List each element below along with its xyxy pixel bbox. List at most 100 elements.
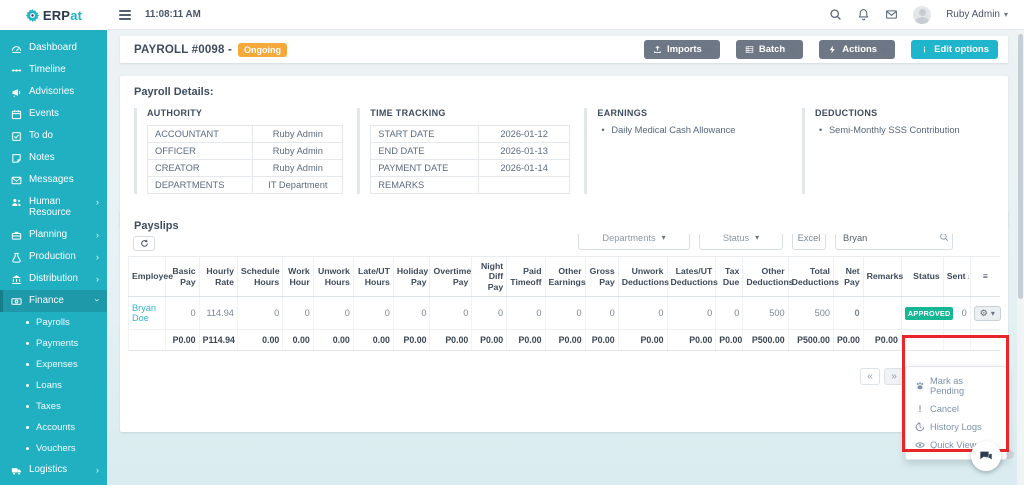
sidebar-subitem-payments[interactable]: Payments xyxy=(0,333,107,354)
sidebar-item-timeline[interactable]: Timeline xyxy=(0,59,107,81)
bell-icon[interactable] xyxy=(857,8,870,21)
time-tracking-table: START DATE 2026-01-12 END DATE 2026-01-13 … xyxy=(370,125,571,194)
subitem-label: Loans xyxy=(36,379,62,391)
sidebar-item-advisories[interactable]: Advisories xyxy=(0,81,107,103)
menu-item-quick-view[interactable]: Quick View xyxy=(906,436,1006,454)
col-header[interactable]: Unwork Hours xyxy=(312,255,354,298)
chat-icon xyxy=(980,451,992,460)
refresh-button[interactable] xyxy=(133,236,155,251)
list-item: Semi-Monthly SSS Contribution xyxy=(815,125,994,135)
sidebar-item-label: Notes xyxy=(29,152,55,163)
sidebar-subitem-taxes[interactable]: Taxes xyxy=(0,396,107,417)
sidebar-item-human-resource[interactable]: Human Resource › xyxy=(0,191,107,224)
row-actions-button[interactable]: ⚙ xyxy=(973,305,1001,321)
actions-button[interactable]: Actions xyxy=(819,40,896,59)
col-header[interactable]: Lates/UT Deductions xyxy=(666,255,718,298)
kv-value: Ruby Admin xyxy=(252,159,344,177)
col-header[interactable]: Remarks xyxy=(862,255,903,298)
search-icon xyxy=(939,234,949,242)
cell-basic-pay: 0 xyxy=(165,296,200,331)
sidebar-item-logistics[interactable]: Logistics › xyxy=(0,459,107,481)
authority-table: ACCOUNTANT Ruby Admin OFFICER Ruby Admin C… xyxy=(146,125,344,194)
cell-actions: ⚙ xyxy=(969,296,1001,331)
col-header[interactable]: Late/UT Hours xyxy=(352,255,394,298)
upload-icon xyxy=(654,45,661,54)
menu-item-history-logs[interactable]: History Logs xyxy=(906,418,1006,436)
col-header[interactable]: Total Deductions xyxy=(787,255,839,298)
avatar[interactable] xyxy=(913,5,932,24)
menu-item-mark-as-pending[interactable]: Mark as Pending xyxy=(906,372,1006,400)
chat-fab-button[interactable] xyxy=(971,441,1001,471)
user-menu[interactable]: Ruby Admin xyxy=(946,9,1008,20)
footer-cell: 0.00 xyxy=(312,329,354,352)
sidebar-subitem-payrolls[interactable]: Payrolls xyxy=(0,312,107,333)
excel-export-button[interactable]: Excel xyxy=(792,234,826,250)
footer-cell: P0.00 xyxy=(165,329,200,352)
col-header[interactable]: Hourly Rate xyxy=(198,255,238,298)
employee-link[interactable]: Bryan Doe xyxy=(132,303,157,324)
edit-options-button[interactable]: Edit options xyxy=(911,40,998,59)
status-filter[interactable]: Status xyxy=(699,234,783,250)
col-header[interactable]: Night Diff Pay xyxy=(471,255,507,298)
sidebar-item-notes[interactable]: Notes xyxy=(0,147,107,169)
subitem-label: Expenses xyxy=(36,358,78,370)
sidebar-item-todo[interactable]: To do xyxy=(0,125,107,147)
menu-item-cancel[interactable]: Cancel xyxy=(906,400,1006,418)
cell-lates-ut-deductions: 0 xyxy=(666,296,716,331)
authority-section: AUTHORITY ACCOUNTANT Ruby Admin OFFICER Ru… xyxy=(134,108,344,194)
menu-item-label: Mark as Pending xyxy=(930,376,965,396)
col-header[interactable]: Schedule Hours xyxy=(236,255,283,298)
sidebar-item-finance[interactable]: Finance › xyxy=(0,289,107,312)
sidebar-subitem-loans[interactable]: Loans xyxy=(0,375,107,396)
cell-remarks xyxy=(862,296,902,331)
footer-cell xyxy=(900,329,944,352)
kv-label: CREATOR xyxy=(146,159,254,177)
sidebar-toggle-icon[interactable] xyxy=(119,9,131,20)
col-header[interactable]: Unwork Deductions xyxy=(617,255,669,298)
page-scrollbar[interactable] xyxy=(1017,30,1024,485)
col-header-status[interactable]: Status xyxy=(900,255,944,298)
page-scrollbar-thumb[interactable] xyxy=(1018,34,1023,299)
employee-search-input[interactable] xyxy=(835,234,953,250)
col-header[interactable]: Other Deductions xyxy=(742,255,794,298)
sidebar-item-distribution[interactable]: Distribution › xyxy=(0,268,107,290)
col-header[interactable]: Other Earnings xyxy=(544,255,586,298)
departments-filter[interactable]: Departments xyxy=(578,234,690,250)
payslips-title: Payslips xyxy=(134,220,179,232)
col-header[interactable]: Gross Pay xyxy=(584,255,619,298)
sidebar-item-events[interactable]: Events xyxy=(0,103,107,125)
col-header[interactable]: Basic Pay xyxy=(165,255,200,298)
sidebar-subitem-accounts[interactable]: Accounts xyxy=(0,417,107,438)
sidebar-item-planning[interactable]: Planning › xyxy=(0,224,107,246)
search-icon[interactable] xyxy=(829,8,842,21)
cell-tax-due: 0 xyxy=(715,296,743,331)
kv-value: 2026-01-14 xyxy=(477,159,571,177)
col-header[interactable]: Work Hour xyxy=(282,255,314,298)
col-header[interactable]: Holiday Pay xyxy=(392,255,430,298)
pagination-prev-button[interactable]: « xyxy=(860,368,880,385)
footer-cell: P0.00 xyxy=(715,329,743,352)
chevron-down-icon: › xyxy=(92,298,103,302)
col-header[interactable]: Overtime Pay xyxy=(429,255,472,298)
envelope-icon[interactable] xyxy=(885,8,898,21)
logo[interactable]: ERPat xyxy=(0,0,107,30)
sidebar-subitem-vouchers[interactable]: Vouchers xyxy=(0,438,107,459)
kv-value xyxy=(477,176,571,194)
col-header-sent[interactable]: Sent xyxy=(942,255,971,298)
col-header[interactable]: Net Pay xyxy=(832,255,864,298)
col-header[interactable]: Tax Due xyxy=(715,255,743,298)
menu-item-label: Cancel xyxy=(930,404,959,414)
imports-button[interactable]: Imports xyxy=(643,40,720,59)
sidebar-item-dashboard[interactable]: Dashboard xyxy=(0,37,107,59)
sidebar-item-production[interactable]: Production › xyxy=(0,246,107,268)
batch-button[interactable]: Batch xyxy=(735,40,804,59)
col-header-actions[interactable]: ≡ xyxy=(969,255,1000,298)
col-header-employee[interactable]: Employee xyxy=(127,255,173,298)
sidebar-subitem-expenses[interactable]: Expenses xyxy=(0,354,107,375)
bullet-icon xyxy=(26,425,29,429)
col-header[interactable]: Paid Timeoff xyxy=(506,255,546,298)
sidebar-item-messages[interactable]: Messages xyxy=(0,169,107,191)
pagination-next-button[interactable]: » xyxy=(884,368,904,385)
footer-cell: 0.00 xyxy=(236,329,283,352)
